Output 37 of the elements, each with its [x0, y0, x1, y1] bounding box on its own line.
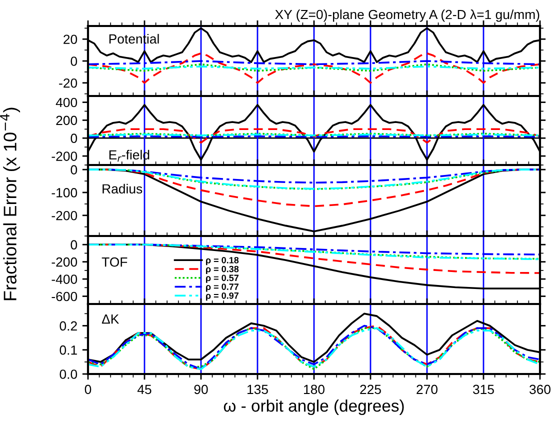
y-tick-label: -20	[59, 78, 78, 88]
x-tick-label: 360	[529, 384, 550, 394]
x-axis-title: ω - orbit angle (degrees)	[224, 399, 404, 416]
annotation: ΔK	[102, 314, 120, 324]
x-tick-label: 225	[360, 384, 381, 394]
chart-title: XY (Z=0)-plane Geometry A (2-D λ=1 gu/mm)	[275, 9, 540, 22]
y-tick-label: 0.2	[60, 321, 77, 331]
y-tick-label: 0	[70, 165, 78, 174]
y-tick-label: 0.1	[60, 345, 77, 355]
x-tick-label: 180	[304, 384, 324, 394]
x-tick-label: 135	[248, 384, 268, 394]
y-tick-label: 0	[70, 240, 78, 250]
annotation: Radius	[102, 184, 142, 194]
x-tick-label: 270	[416, 384, 438, 394]
y-tick-label: -600	[52, 292, 78, 302]
y-tick-label: 0	[70, 134, 78, 144]
y-tick-label: -400	[52, 274, 78, 284]
legend-label: ρ = 0.38	[206, 266, 239, 274]
y-tick-label: -200	[52, 210, 78, 220]
y-axis-title: Fractional Error (x 10$^{−4}$)	[0, 108, 20, 300]
y-tick-label: 400	[56, 98, 78, 108]
y-tick-label: -200	[52, 257, 78, 267]
x-tick-label: 0	[84, 384, 92, 394]
legend-label: ρ = 0.18	[206, 256, 239, 266]
y-tick-label: 0	[70, 56, 78, 66]
y-tick-label: -100	[52, 188, 78, 198]
legend-label: ρ = 0.57	[206, 274, 239, 283]
y-tick-label: 0.0	[60, 370, 78, 379]
x-tick-label: 90	[194, 384, 208, 394]
annotation: TOF	[102, 257, 128, 267]
x-tick-label: 315	[472, 384, 494, 394]
legend-label: ρ = 0.97	[206, 292, 239, 301]
legend-label: ρ = 0.77	[206, 284, 239, 292]
x-tick-label: 45	[137, 384, 152, 394]
y-tick-label: 20	[64, 34, 78, 44]
y-tick-label: 200	[56, 116, 78, 126]
y-tick-label: -200	[52, 152, 78, 161]
